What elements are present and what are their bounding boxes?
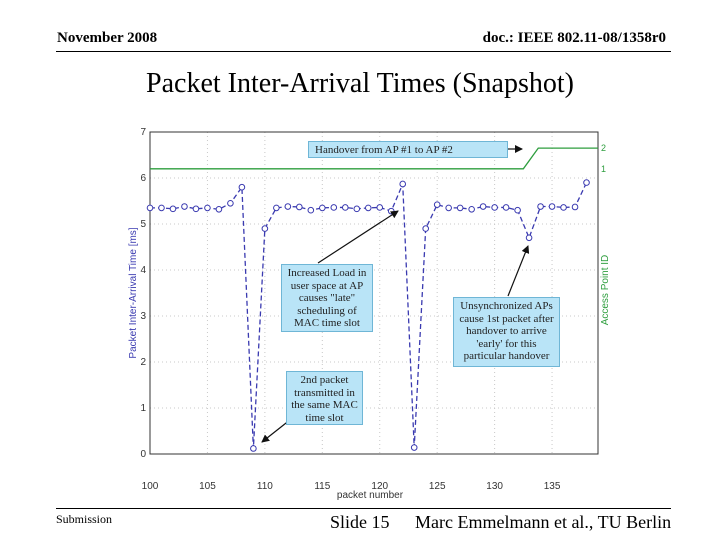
y2-axis-label: Access Point ID bbox=[600, 255, 611, 326]
footer-submission: Submission bbox=[56, 512, 113, 526]
y-tick-label: 0 bbox=[140, 449, 146, 460]
plot-area bbox=[150, 132, 598, 454]
y-tick-labels: 0 1 2 3 4 5 6 7 bbox=[140, 127, 146, 460]
data-point bbox=[445, 204, 452, 212]
x-tick-label: 120 bbox=[371, 481, 388, 492]
header-date: November 2008 bbox=[57, 30, 158, 46]
data-point bbox=[215, 205, 223, 213]
annotation-handover: Handover from AP #1 to AP #2 bbox=[308, 141, 508, 158]
data-point bbox=[479, 203, 487, 210]
data-point bbox=[204, 204, 211, 212]
data-point bbox=[548, 203, 556, 210]
y2-tick-label: 1 bbox=[601, 164, 606, 174]
data-point bbox=[238, 183, 246, 191]
y-tick-label: 5 bbox=[140, 219, 146, 230]
data-point bbox=[284, 203, 292, 210]
data-point bbox=[296, 203, 303, 211]
increased-load-arrow bbox=[317, 210, 399, 264]
x-axis-label: packet number bbox=[337, 490, 404, 501]
data-point bbox=[353, 205, 361, 213]
data-point bbox=[525, 234, 533, 242]
x-tick-label: 135 bbox=[544, 481, 561, 492]
ap-id-line bbox=[150, 147, 598, 170]
data-point bbox=[433, 201, 441, 208]
data-point bbox=[456, 204, 464, 212]
footer-author: Marc Emmelmann et al., TU Berlin bbox=[415, 512, 672, 532]
data-point bbox=[491, 204, 498, 211]
slide-title: Packet Inter-Arrival Times (Snapshot) bbox=[146, 68, 574, 99]
data-point bbox=[502, 204, 510, 211]
data-point bbox=[410, 444, 418, 451]
x-tick-label: 125 bbox=[429, 481, 446, 492]
y-tick-label: 7 bbox=[140, 127, 146, 138]
data-point bbox=[422, 225, 429, 232]
header-rule bbox=[56, 51, 671, 52]
y-tick-label: 1 bbox=[140, 403, 146, 414]
ap-id-series bbox=[150, 147, 598, 170]
data-point bbox=[387, 207, 395, 215]
data-point bbox=[364, 204, 372, 212]
x-tick-label: 130 bbox=[486, 481, 503, 492]
data-point bbox=[537, 203, 544, 210]
annotation-unsynchronized: Unsynchronized APs cause 1st packet afte… bbox=[453, 297, 560, 367]
data-point bbox=[227, 200, 234, 207]
y-tick-label: 3 bbox=[140, 311, 146, 322]
data-point bbox=[399, 180, 407, 188]
plot-frame bbox=[149, 131, 599, 455]
data-point bbox=[376, 204, 384, 211]
header-doc-id: doc.: IEEE 802.11-08/1358r0 bbox=[482, 30, 666, 46]
y-tick-label: 6 bbox=[140, 173, 146, 184]
y-tick-label: 2 bbox=[140, 357, 146, 368]
annotation-increased-load: Increased Load in user space at AP cause… bbox=[281, 264, 373, 332]
data-point bbox=[169, 205, 177, 213]
data-point bbox=[158, 204, 165, 212]
data-point bbox=[192, 205, 200, 213]
data-point bbox=[341, 204, 349, 211]
unsynchronized-arrow bbox=[507, 245, 530, 297]
annotation-second-packet: 2nd packet transmitted in the same MAC t… bbox=[286, 371, 363, 425]
footer-slide-number: Slide 15 bbox=[330, 512, 390, 532]
data-point bbox=[560, 204, 567, 211]
y2-tick-label: 2 bbox=[601, 143, 606, 153]
data-point bbox=[514, 206, 521, 214]
data-point bbox=[146, 204, 154, 212]
x-tick-label: 100 bbox=[142, 481, 159, 492]
data-point bbox=[181, 203, 188, 210]
data-point bbox=[571, 203, 579, 211]
inter-arrival-series bbox=[146, 179, 590, 452]
data-point bbox=[250, 445, 257, 452]
x-tick-label: 110 bbox=[257, 481, 273, 492]
y-axis-label: Packet Inter-Arrival Time [ms] bbox=[128, 227, 139, 358]
data-point bbox=[261, 225, 269, 232]
data-point bbox=[330, 204, 338, 211]
y-tick-label: 4 bbox=[140, 265, 146, 276]
footer-rule bbox=[56, 508, 671, 509]
data-point bbox=[468, 205, 475, 213]
data-point bbox=[583, 179, 590, 186]
y2-tick-labels: 12 bbox=[601, 143, 606, 174]
x-tick-label: 115 bbox=[314, 481, 330, 492]
data-point bbox=[273, 204, 280, 212]
x-tick-labels: 100 105 110 115 120 125 130 135 bbox=[142, 481, 561, 492]
data-point bbox=[307, 206, 315, 214]
x-tick-label: 105 bbox=[199, 481, 216, 492]
data-point bbox=[319, 204, 326, 212]
